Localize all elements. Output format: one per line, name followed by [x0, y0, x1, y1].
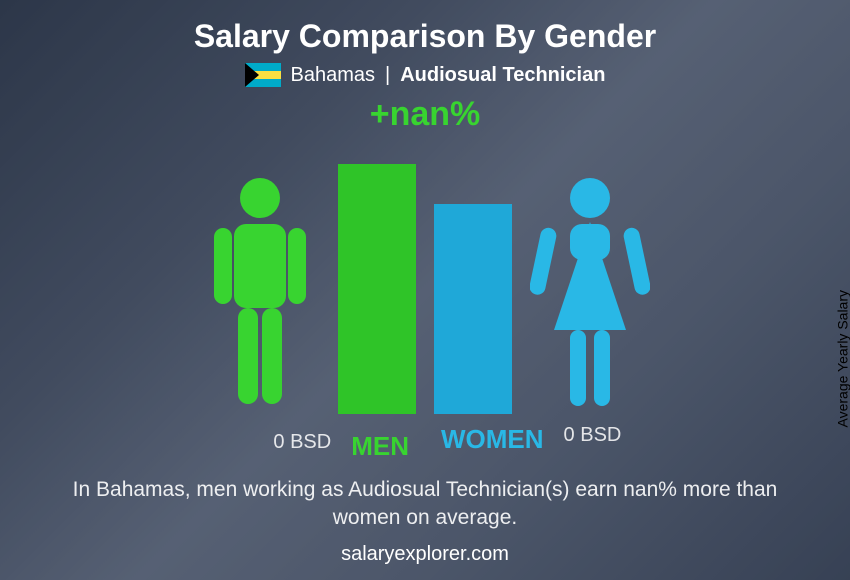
subtitle-row: Bahamas | Audiosual Technician: [245, 63, 606, 87]
country-label: Bahamas: [291, 64, 376, 87]
bahamas-flag-icon: [245, 63, 281, 87]
page-title: Salary Comparison By Gender: [194, 18, 656, 55]
role-label: Audiosual Technician: [400, 64, 605, 87]
women-label: WOMEN: [441, 424, 544, 455]
men-value-label: 0 BSD: [273, 431, 331, 462]
men-label: MEN: [351, 431, 409, 462]
woman-icon-block: [530, 174, 650, 414]
footer-source: salaryexplorer.com: [0, 543, 850, 566]
subtitle-separator: |: [385, 64, 390, 87]
chart-area: [200, 134, 650, 414]
man-icon: [200, 174, 320, 414]
men-bar: [338, 164, 416, 414]
y-axis-label: Average Yearly Salary: [834, 290, 850, 428]
men-bar-column: [338, 164, 416, 414]
description-text: In Bahamas, men working as Audiosual Tec…: [55, 476, 795, 533]
women-value-label: 0 BSD: [564, 424, 622, 455]
women-bar: [434, 204, 512, 414]
man-icon-block: [200, 174, 320, 414]
women-bar-column: [434, 204, 512, 414]
percent-diff-label: +nan%: [370, 95, 481, 134]
content-container: Salary Comparison By Gender Bahamas | Au…: [0, 0, 850, 580]
woman-icon: [530, 174, 650, 414]
labels-row: 0 BSD MEN WOMEN 0 BSD: [105, 424, 745, 462]
